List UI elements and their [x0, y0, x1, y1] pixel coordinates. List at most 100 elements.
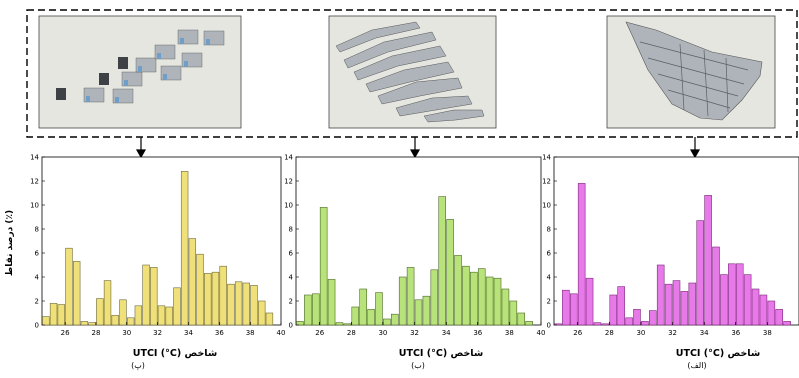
y-tick-label: 10 — [284, 202, 293, 210]
bar — [783, 321, 791, 326]
bar — [696, 220, 704, 326]
bar — [625, 317, 633, 326]
bar — [234, 281, 243, 326]
y-tick-label: 6 — [547, 250, 552, 258]
y-tick-label: 12 — [30, 178, 39, 186]
bar — [501, 288, 510, 326]
bar — [759, 294, 768, 326]
bar — [111, 315, 119, 326]
bar — [42, 316, 50, 326]
dense-block-lines — [639, 41, 749, 117]
bar — [704, 195, 712, 326]
bar — [65, 247, 73, 326]
bar — [351, 306, 360, 326]
bar — [593, 322, 602, 326]
bar — [391, 313, 399, 326]
y-tick-label: 10 — [542, 202, 551, 210]
y-tick-label: 0 — [35, 322, 39, 330]
y-tick-label: 4 — [289, 274, 294, 282]
bar — [296, 321, 304, 326]
bar — [211, 271, 220, 326]
bar — [609, 294, 618, 326]
bar — [304, 294, 312, 326]
y-tick-label: 14 — [30, 154, 39, 162]
y-tick-label: 0 — [547, 322, 551, 330]
x-tick-label: 30 — [122, 329, 131, 337]
x-tick-label: 36 — [473, 329, 482, 337]
bar — [311, 293, 320, 326]
bar — [142, 264, 150, 326]
bar — [728, 263, 736, 326]
x-tick-label: 30 — [378, 329, 387, 337]
bar — [743, 274, 752, 326]
bar — [712, 246, 720, 326]
x-tick-label: 32 — [153, 329, 162, 337]
bar — [150, 267, 158, 326]
bar — [180, 171, 189, 326]
bar — [751, 288, 760, 326]
x-tick-label: 40 — [277, 329, 286, 337]
bar — [664, 283, 673, 326]
bar — [454, 255, 462, 326]
y-tick-label: 12 — [284, 178, 293, 186]
bar — [493, 277, 502, 326]
bar — [577, 183, 586, 326]
bar — [343, 323, 352, 326]
bar — [88, 322, 96, 326]
chart-1: 0 2 4 6 8 10 12 14 26 28 30 32 34 36 38 40 UTCI (°C) شاخ… — [30, 154, 285, 371]
y-tick-label: 8 — [35, 226, 39, 234]
bar — [188, 238, 197, 326]
bar — [165, 306, 173, 326]
y-tick-label: 6 — [289, 250, 294, 258]
bar — [569, 293, 578, 326]
chart-caption: (الف) — [687, 361, 706, 370]
chart-caption: (ب) — [411, 361, 425, 370]
bar — [406, 267, 415, 326]
x-tick-label: 34 — [442, 329, 451, 337]
y-tick-label: 10 — [30, 202, 39, 210]
bar — [470, 271, 478, 326]
bar — [414, 299, 423, 326]
y-tick-label: 4 — [547, 274, 552, 282]
bar — [96, 298, 104, 326]
bar — [767, 300, 776, 326]
y-tick-label: 0 — [289, 322, 293, 330]
chart-2: 0 2 4 6 8 10 12 14 26 28 30 32 34 36 38 40 UTCI (°C) شاخ… — [284, 154, 545, 371]
bar — [103, 280, 112, 326]
bar — [422, 295, 431, 326]
bar — [430, 269, 439, 326]
x-axis-label: UTCI (°C) شاخص — [399, 348, 483, 359]
bar — [219, 265, 227, 326]
render-frame — [26, 9, 798, 138]
y-tick-label: 4 — [35, 274, 40, 282]
y-tick-label: 6 — [35, 250, 40, 258]
bar — [227, 283, 235, 326]
bar — [265, 312, 274, 326]
bar — [173, 287, 181, 326]
scattered-blocks — [56, 29, 225, 104]
x-tick-label: 26 — [315, 329, 324, 337]
x-tick-label: 40 — [537, 329, 546, 337]
plot-frame — [41, 156, 282, 326]
chart-caption: (پ) — [131, 361, 145, 370]
x-axis-label: UTCI (°C) شاخص — [133, 348, 217, 359]
bar — [672, 280, 681, 326]
bar — [258, 300, 266, 326]
x-tick-label: 34 — [700, 329, 709, 337]
bar — [446, 219, 454, 326]
bar — [80, 321, 89, 326]
bar — [319, 207, 328, 326]
bar — [196, 253, 204, 326]
bar — [720, 274, 728, 326]
y-tick-label: 14 — [542, 154, 551, 162]
y-tick-label: 8 — [547, 226, 551, 234]
bar — [375, 292, 383, 326]
bar — [485, 276, 494, 326]
bar — [119, 299, 127, 326]
x-tick-label: 38 — [505, 329, 514, 337]
bar — [649, 310, 657, 326]
x-tick-label: 38 — [763, 329, 772, 337]
bar — [585, 277, 594, 326]
bar — [735, 263, 744, 326]
